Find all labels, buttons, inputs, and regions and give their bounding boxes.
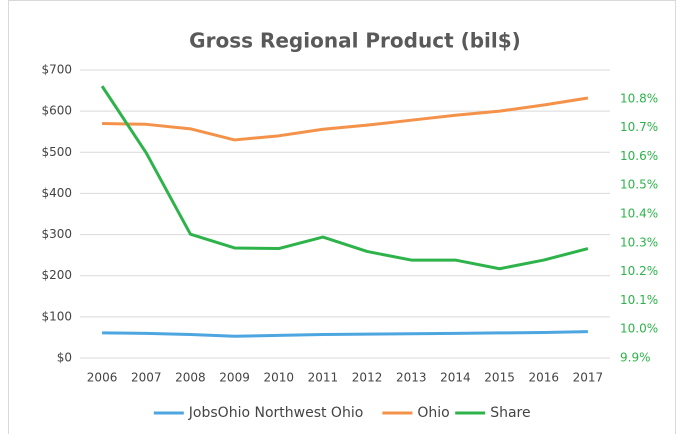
- legend-label: JobsOhio Northwest Ohio: [188, 405, 363, 421]
- y-tick-label: $100: [41, 309, 72, 323]
- x-tick-label: 2011: [308, 371, 339, 385]
- x-tick-label: 2006: [87, 371, 118, 385]
- y-tick-label: $200: [41, 268, 72, 282]
- y-tick-label: $500: [41, 145, 72, 159]
- x-tick-label: 2008: [175, 371, 206, 385]
- x-tick-label: 2009: [219, 371, 250, 385]
- y2-tick-label: 10.0%: [620, 322, 658, 336]
- legend-label: Ohio: [417, 405, 449, 421]
- y2-tick-label: 9.9%: [620, 351, 651, 365]
- y-tick-label: $400: [41, 186, 72, 200]
- series-line: [100, 85, 589, 271]
- y2-tick-label: 10.1%: [620, 293, 658, 307]
- y2-tick-label: 10.4%: [620, 207, 658, 221]
- x-tick-label: 2015: [484, 371, 515, 385]
- y-tick-label: $0: [57, 351, 72, 365]
- y-tick-label: $300: [41, 227, 72, 241]
- x-tick-label: 2012: [352, 371, 383, 385]
- x-tick-label: 2017: [573, 371, 604, 385]
- chart-title: Gross Regional Product (bil$): [189, 29, 521, 53]
- y2-tick-label: 10.2%: [620, 264, 658, 278]
- x-tick-label: 2013: [396, 371, 427, 385]
- y2-tick-label: 10.5%: [620, 178, 658, 192]
- x-tick-label: 2010: [263, 371, 294, 385]
- x-tick-label: 2007: [131, 371, 162, 385]
- series-line: [102, 96, 589, 142]
- y2-tick-label: 10.7%: [620, 120, 658, 134]
- chart-frame: [8, 0, 676, 434]
- y-tick-label: $700: [41, 63, 72, 77]
- series-line: [102, 330, 588, 338]
- y2-tick-label: 10.8%: [620, 91, 658, 105]
- y2-tick-label: 10.6%: [620, 149, 658, 163]
- y2-tick-label: 10.3%: [620, 235, 658, 249]
- legend-label: Share: [490, 405, 530, 421]
- x-tick-label: 2014: [440, 371, 471, 385]
- y-tick-label: $600: [41, 104, 72, 118]
- x-tick-label: 2016: [528, 371, 559, 385]
